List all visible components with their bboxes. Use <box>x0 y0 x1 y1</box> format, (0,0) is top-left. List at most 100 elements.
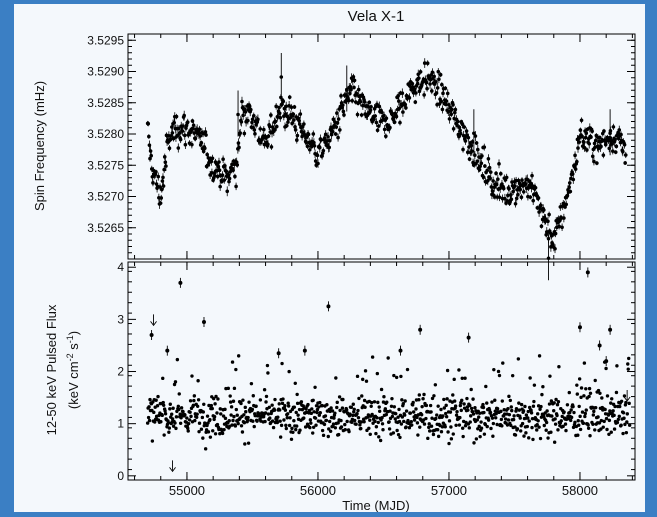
data-point <box>552 440 557 444</box>
data-point <box>223 407 227 412</box>
data-point <box>221 414 226 418</box>
data-point <box>598 391 602 395</box>
data-point <box>588 391 593 395</box>
data-point <box>263 411 268 415</box>
data-point <box>315 410 319 415</box>
data-point <box>363 369 368 373</box>
data-point <box>293 381 297 385</box>
data-point <box>420 404 424 409</box>
data-point <box>485 168 490 173</box>
data-point <box>229 413 233 417</box>
data-point <box>460 426 465 430</box>
data-point <box>377 104 382 109</box>
data-point <box>480 154 484 158</box>
data-point <box>471 412 476 416</box>
data-point <box>187 418 192 422</box>
data-point <box>474 141 479 145</box>
data-point <box>531 437 535 442</box>
data-point <box>481 175 486 179</box>
data-point <box>439 407 443 412</box>
data-point <box>465 396 469 401</box>
data-point <box>578 427 583 432</box>
data-point <box>540 392 544 397</box>
data-point <box>245 418 250 422</box>
data-point <box>180 129 185 133</box>
data-point <box>575 383 579 387</box>
data-point <box>203 447 208 451</box>
data-point <box>403 102 408 107</box>
data-point <box>585 270 590 275</box>
data-point <box>432 74 436 79</box>
data-point <box>244 410 248 414</box>
data-point <box>550 414 554 418</box>
data-point <box>393 417 397 421</box>
data-point <box>172 120 176 125</box>
data-point <box>464 129 469 133</box>
data-point <box>409 419 413 424</box>
data-point <box>486 418 491 422</box>
data-point <box>255 419 259 423</box>
data-point <box>148 149 153 153</box>
data-point <box>375 416 379 420</box>
data-point <box>433 383 438 387</box>
data-point <box>452 377 456 382</box>
data-point <box>424 416 428 421</box>
data-point <box>164 164 168 168</box>
data-point <box>162 433 166 437</box>
data-point <box>521 409 526 413</box>
data-point <box>397 419 402 424</box>
data-point <box>455 410 459 414</box>
data-point <box>583 411 588 416</box>
data-point <box>265 363 270 368</box>
data-point <box>564 202 569 207</box>
data-point <box>524 431 528 435</box>
data-point <box>369 104 373 109</box>
data-point <box>306 132 311 137</box>
data-point <box>410 81 415 86</box>
data-point <box>168 407 172 411</box>
data-point <box>437 77 441 82</box>
data-point <box>458 415 462 420</box>
data-point <box>309 421 313 425</box>
data-point <box>577 404 581 409</box>
data-point <box>577 377 582 381</box>
data-point <box>479 161 484 166</box>
data-point <box>447 117 452 121</box>
data-point <box>439 430 444 434</box>
data-point <box>264 400 268 404</box>
data-point <box>177 131 182 135</box>
data-point <box>488 176 492 181</box>
data-point <box>417 76 421 80</box>
data-point <box>400 415 405 419</box>
data-point <box>278 435 283 439</box>
data-point <box>396 99 401 103</box>
data-point <box>509 423 513 428</box>
data-point <box>191 123 196 128</box>
data-point <box>226 386 230 391</box>
data-point <box>472 131 476 136</box>
data-point <box>147 143 152 147</box>
data-point <box>279 75 284 79</box>
data-point <box>535 423 539 427</box>
data-point <box>430 396 435 401</box>
data-point <box>533 185 538 190</box>
data-point <box>532 399 536 404</box>
data-point <box>476 427 480 431</box>
data-point <box>147 134 151 139</box>
data-point <box>191 403 196 408</box>
data-point <box>466 135 471 140</box>
data-point <box>400 91 405 95</box>
data-point <box>623 422 627 427</box>
data-point <box>608 327 613 332</box>
data-point <box>276 351 281 356</box>
data-point <box>473 406 477 410</box>
data-point <box>149 153 153 158</box>
data-point <box>170 417 175 421</box>
data-point <box>179 416 183 420</box>
data-point <box>155 404 160 408</box>
data-point <box>490 416 495 420</box>
data-point <box>308 418 313 422</box>
data-point <box>384 134 388 139</box>
data-point <box>485 424 489 429</box>
data-point <box>188 410 192 414</box>
